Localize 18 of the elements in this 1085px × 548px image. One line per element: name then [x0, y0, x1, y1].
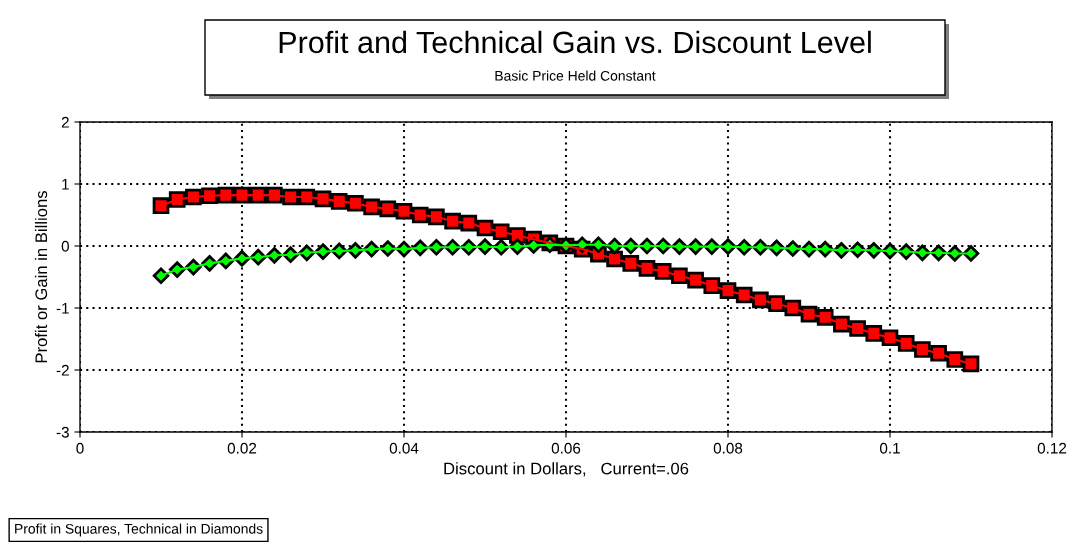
- text: Profit in Squares, Technical in Diamonds: [15, 523, 263, 537]
- x-tick-label: 0.1: [879, 442, 900, 454]
- x-tick-label: 0.04: [389, 442, 419, 454]
- y-tick-label: 0: [61, 240, 69, 252]
- y-axis-title: Profit or Gain in Billions: [34, 190, 48, 363]
- y-tick-label: 2: [61, 116, 69, 128]
- y-tick-label: 1: [62, 179, 69, 190]
- y-tick-label: -1: [56, 303, 69, 314]
- chart-subtitle: Basic Price Held Constant: [495, 70, 656, 81]
- x-tick-label: 0: [76, 442, 84, 454]
- x-axis-title: Discount in Dollars, Current=.06: [444, 462, 689, 477]
- x-tick-label: 0.08: [713, 442, 743, 454]
- y-tick-label: -2: [56, 364, 69, 376]
- chart-title: Profit and Technical Gain vs. Discount Level: [279, 30, 871, 54]
- x-tick-label: 0.02: [227, 442, 257, 454]
- x-tick-label: 0.06: [551, 442, 581, 454]
- x-tick-label: 0.12: [1037, 442, 1067, 454]
- y-tick-label: -3: [56, 426, 69, 438]
